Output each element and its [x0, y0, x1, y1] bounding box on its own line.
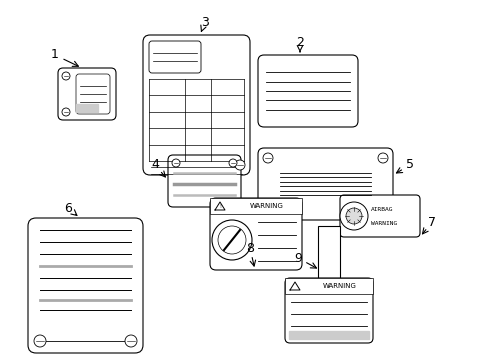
Circle shape — [228, 159, 237, 167]
Circle shape — [34, 335, 46, 347]
Text: 6: 6 — [64, 202, 72, 215]
FancyBboxPatch shape — [58, 68, 116, 120]
Bar — [285, 278, 372, 294]
Bar — [288, 331, 368, 339]
FancyBboxPatch shape — [149, 41, 201, 73]
Circle shape — [212, 220, 251, 260]
Circle shape — [172, 159, 180, 167]
Circle shape — [346, 208, 361, 224]
FancyBboxPatch shape — [76, 74, 110, 114]
FancyBboxPatch shape — [258, 148, 392, 220]
Text: 9: 9 — [293, 252, 301, 265]
Circle shape — [339, 202, 367, 230]
Text: WARNING: WARNING — [370, 221, 396, 226]
FancyBboxPatch shape — [168, 155, 241, 207]
Text: 3: 3 — [201, 15, 208, 28]
Circle shape — [125, 335, 137, 347]
Text: 1: 1 — [51, 49, 59, 62]
Text: 7: 7 — [427, 216, 435, 229]
FancyBboxPatch shape — [339, 195, 419, 237]
Text: WARNING: WARNING — [322, 283, 356, 289]
Bar — [317, 226, 339, 278]
FancyBboxPatch shape — [285, 278, 372, 343]
Text: 2: 2 — [295, 36, 304, 49]
Circle shape — [235, 160, 244, 170]
Circle shape — [62, 72, 70, 80]
Text: 5: 5 — [405, 158, 413, 171]
FancyBboxPatch shape — [28, 218, 142, 353]
Text: WARNING: WARNING — [249, 203, 284, 209]
FancyBboxPatch shape — [142, 35, 249, 175]
Bar — [76, 104, 98, 112]
Circle shape — [62, 108, 70, 116]
FancyBboxPatch shape — [209, 198, 302, 270]
Circle shape — [218, 226, 245, 254]
Text: AIRBAG: AIRBAG — [370, 207, 393, 212]
Circle shape — [377, 153, 387, 163]
Bar — [209, 198, 302, 214]
Text: 4: 4 — [151, 158, 159, 171]
Text: !: ! — [219, 203, 221, 208]
Circle shape — [263, 153, 272, 163]
FancyBboxPatch shape — [258, 55, 357, 127]
Text: 8: 8 — [245, 242, 253, 255]
